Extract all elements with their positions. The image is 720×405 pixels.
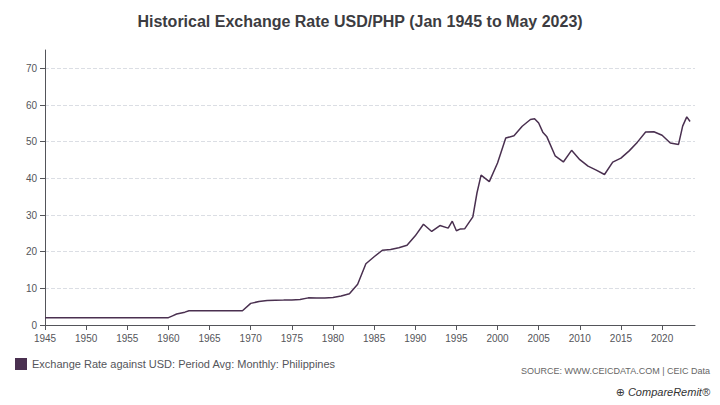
svg-text:2010: 2010	[569, 333, 592, 344]
svg-text:1970: 1970	[240, 333, 263, 344]
svg-text:40: 40	[26, 173, 38, 184]
svg-text:1995: 1995	[445, 333, 468, 344]
svg-text:1975: 1975	[281, 333, 304, 344]
svg-text:0: 0	[31, 320, 37, 331]
svg-text:1950: 1950	[75, 333, 98, 344]
svg-text:2005: 2005	[528, 333, 551, 344]
svg-text:Historical Exchange Rate USD/P: Historical Exchange Rate USD/PHP (Jan 19…	[137, 13, 582, 30]
svg-text:10: 10	[26, 283, 38, 294]
svg-text:1960: 1960	[157, 333, 180, 344]
svg-text:SOURCE: WWW.CEICDATA.COM | CEI: SOURCE: WWW.CEICDATA.COM | CEIC Data	[521, 366, 710, 376]
svg-text:1965: 1965	[198, 333, 221, 344]
svg-text:20: 20	[26, 246, 38, 257]
svg-text:1985: 1985	[363, 333, 386, 344]
svg-text:2015: 2015	[610, 333, 633, 344]
svg-text:30: 30	[26, 210, 38, 221]
svg-text:2000: 2000	[486, 333, 509, 344]
svg-text:⊕ CompareRemit®: ⊕ CompareRemit®	[616, 386, 711, 398]
svg-text:50: 50	[26, 136, 38, 147]
svg-text:Exchange Rate against USD: Per: Exchange Rate against USD: Period Avg: M…	[32, 358, 336, 370]
svg-text:1945: 1945	[34, 333, 57, 344]
svg-text:2020: 2020	[651, 333, 674, 344]
svg-text:1955: 1955	[116, 333, 139, 344]
svg-text:1990: 1990	[404, 333, 427, 344]
svg-text:60: 60	[26, 100, 38, 111]
svg-text:70: 70	[26, 63, 38, 74]
svg-text:1980: 1980	[322, 333, 345, 344]
